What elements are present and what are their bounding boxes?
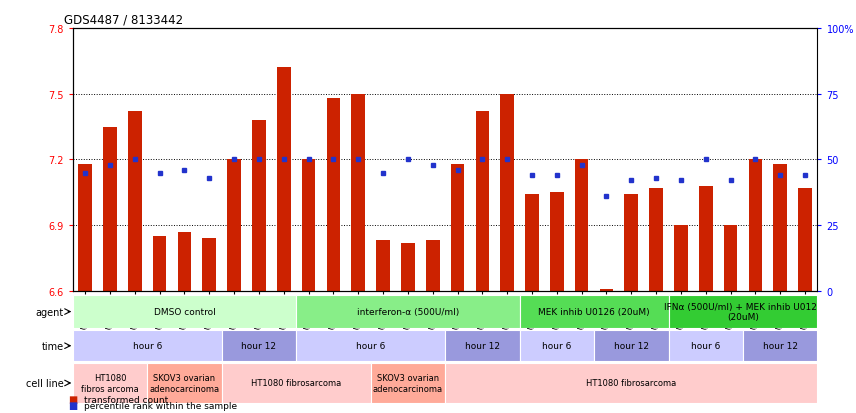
Bar	[501, 95, 514, 291]
Bar	[520, 330, 594, 361]
Bar	[650, 188, 663, 291]
Text: ■: ■	[68, 394, 78, 404]
Bar	[799, 188, 811, 291]
Text: transformed count: transformed count	[84, 395, 168, 404]
Bar	[749, 160, 762, 291]
Text: cell line: cell line	[26, 378, 64, 388]
Bar	[296, 295, 520, 328]
Bar	[451, 164, 464, 291]
Bar	[178, 232, 191, 291]
Bar	[128, 112, 141, 291]
Bar	[550, 193, 563, 291]
Bar	[445, 330, 520, 361]
Text: hour 12: hour 12	[614, 342, 649, 350]
Bar	[774, 164, 787, 291]
Text: agent: agent	[36, 307, 64, 317]
Bar	[426, 241, 439, 291]
Text: DMSO control: DMSO control	[153, 307, 216, 316]
Bar	[104, 127, 116, 291]
Bar	[153, 237, 166, 291]
Text: hour 6: hour 6	[542, 342, 572, 350]
Bar	[675, 225, 687, 291]
Text: time: time	[42, 341, 64, 351]
Bar	[520, 295, 669, 328]
Text: HT1080
fibros arcoma: HT1080 fibros arcoma	[81, 373, 139, 393]
Bar	[327, 99, 340, 291]
Bar	[724, 225, 737, 291]
Text: HT1080 fibrosarcoma: HT1080 fibrosarcoma	[251, 379, 342, 387]
Bar	[743, 330, 817, 361]
Bar	[296, 330, 445, 361]
Bar	[445, 363, 817, 403]
Bar	[371, 363, 445, 403]
Bar	[669, 295, 817, 328]
Bar	[253, 121, 265, 291]
Bar	[575, 160, 588, 291]
Text: HT1080 fibrosarcoma: HT1080 fibrosarcoma	[586, 379, 676, 387]
Bar	[277, 68, 290, 291]
Bar	[594, 330, 669, 361]
Text: percentile rank within the sample: percentile rank within the sample	[84, 401, 237, 410]
Bar	[526, 195, 538, 291]
Bar	[302, 160, 315, 291]
Text: GDS4487 / 8133442: GDS4487 / 8133442	[64, 14, 183, 27]
Bar	[222, 363, 371, 403]
Text: ■: ■	[68, 400, 78, 410]
Text: IFNα (500U/ml) + MEK inhib U0126
(20uM): IFNα (500U/ml) + MEK inhib U0126 (20uM)	[663, 302, 823, 321]
Text: SKOV3 ovarian
adenocarcinoma: SKOV3 ovarian adenocarcinoma	[150, 373, 219, 393]
Text: hour 6: hour 6	[691, 342, 721, 350]
Text: hour 6: hour 6	[356, 342, 385, 350]
Text: interferon-α (500U/ml): interferon-α (500U/ml)	[357, 307, 459, 316]
Bar	[203, 239, 216, 291]
Text: hour 12: hour 12	[465, 342, 500, 350]
Bar	[73, 363, 147, 403]
Bar	[669, 330, 743, 361]
Bar	[476, 112, 489, 291]
Text: MEK inhib U0126 (20uM): MEK inhib U0126 (20uM)	[538, 307, 650, 316]
Bar	[79, 164, 92, 291]
Bar	[401, 243, 414, 291]
Text: hour 6: hour 6	[133, 342, 162, 350]
Bar	[147, 363, 222, 403]
Bar	[352, 95, 365, 291]
Bar	[73, 295, 296, 328]
Bar	[600, 289, 613, 291]
Bar	[699, 186, 712, 291]
Bar	[73, 330, 222, 361]
Text: SKOV3 ovarian
adenocarcinoma: SKOV3 ovarian adenocarcinoma	[373, 373, 443, 393]
Bar	[228, 160, 241, 291]
Text: hour 12: hour 12	[763, 342, 798, 350]
Bar	[377, 241, 389, 291]
Bar	[222, 330, 296, 361]
Text: hour 12: hour 12	[241, 342, 276, 350]
Bar	[625, 195, 638, 291]
